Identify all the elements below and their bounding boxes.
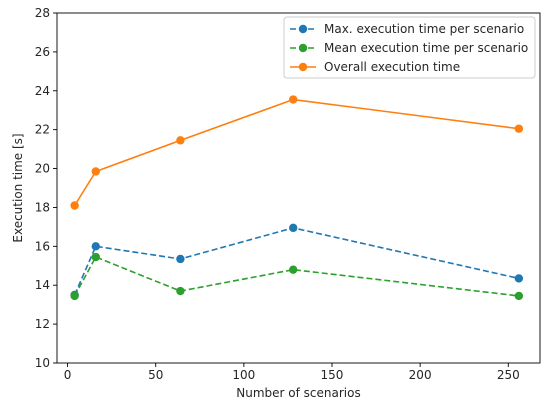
series-3 (70, 95, 524, 210)
y-tick-label: 20 (35, 162, 50, 176)
x-axis-ticks: 0 50 100 150 200 250 (64, 363, 520, 382)
plot-frame (56, 12, 541, 364)
legend-marker (298, 24, 308, 34)
data-point (176, 286, 185, 296)
legend-marker (298, 43, 308, 53)
x-tick-label: 50 (148, 368, 163, 382)
data-point (514, 291, 524, 301)
series-line (73, 98, 519, 206)
data-point (91, 252, 100, 262)
data-point (176, 254, 185, 264)
x-tick-label: 0 (64, 368, 72, 382)
x-tick-label: 200 (409, 368, 432, 382)
data-point (514, 274, 524, 283)
data-point (289, 265, 298, 274)
legend: Max. execution time per scenario Mean exe… (283, 16, 536, 79)
y-axis-label: Execution time [s] (11, 133, 25, 242)
series-2 (70, 252, 524, 301)
data-point (91, 167, 100, 176)
data-point (176, 136, 185, 145)
data-point (70, 201, 79, 210)
legend-entry: Overall execution time (290, 60, 460, 74)
x-tick-label: 100 (232, 368, 255, 382)
legend-label: Overall execution time (324, 60, 460, 74)
y-tick-label: 18 (35, 200, 50, 214)
y-axis-ticks: 10 12 14 16 18 20 22 24 26 28 (35, 6, 57, 370)
y-tick-label: 12 (35, 317, 50, 331)
legend-marker (298, 62, 308, 72)
series-1 (70, 223, 524, 300)
y-tick-label: 26 (35, 45, 50, 59)
x-tick-label: 250 (497, 368, 520, 382)
data-point (289, 95, 298, 104)
y-tick-label: 22 (35, 123, 50, 137)
legend-entry: Max. execution time per scenario (290, 22, 524, 36)
x-tick-label: 150 (321, 368, 344, 382)
y-tick-label: 24 (35, 84, 50, 98)
data-point (91, 242, 100, 251)
data-point (289, 223, 298, 233)
series-line (73, 227, 520, 296)
plot-area (70, 95, 524, 301)
legend-label: Max. execution time per scenario (324, 22, 524, 36)
y-tick-label: 14 (35, 278, 50, 292)
data-point (70, 291, 79, 301)
data-point (514, 124, 524, 133)
y-tick-label: 10 (35, 356, 50, 370)
y-tick-label: 16 (35, 239, 50, 253)
legend-label: Mean execution time per scenario (324, 41, 528, 55)
legend-entry: Mean execution time per scenario (290, 41, 528, 55)
legend-box (283, 16, 536, 79)
y-tick-label: 28 (35, 6, 50, 20)
x-axis-label: Number of scenarios (236, 386, 360, 400)
